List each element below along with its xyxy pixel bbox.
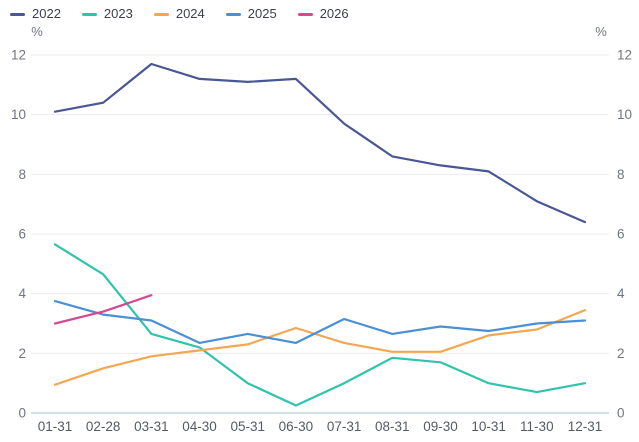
legend-item-2022[interactable]: 2022 — [10, 7, 61, 21]
legend-item-2025[interactable]: 2025 — [225, 6, 277, 21]
legend-label: 2023 — [103, 6, 133, 21]
x-tick-label: 06-30 — [279, 419, 314, 434]
y-tick-label-left: 0 — [18, 406, 26, 421]
x-tick-label: 01-31 — [38, 419, 73, 434]
series-line-2026[interactable] — [53, 294, 153, 325]
legend-swatch-2026-icon — [297, 12, 313, 16]
legend-label: 2024 — [175, 6, 205, 21]
y-tick-label-right: 2 — [617, 346, 625, 361]
y-tick-label-right: 10 — [617, 107, 632, 122]
y-tick-label-left: 10 — [11, 107, 26, 122]
y-axis-unit-left: % — [31, 24, 43, 39]
series-line-2022[interactable] — [53, 62, 587, 224]
x-tick-label: 09-30 — [423, 419, 458, 434]
legend-label: 2025 — [247, 6, 277, 21]
y-tick-label-left: 12 — [11, 48, 26, 63]
y-tick-label-left: 4 — [18, 286, 26, 301]
legend-swatch-2022-icon — [10, 12, 25, 16]
y-tick-label-right: 4 — [617, 286, 625, 301]
legend-swatch-2023-icon — [81, 12, 97, 16]
y-tick-label-left: 6 — [18, 227, 26, 242]
legend-swatch-2024-icon — [153, 12, 169, 16]
y-tick-label-right: 0 — [617, 406, 625, 421]
x-tick-label: 11-30 — [520, 419, 554, 434]
legend-label: 2022 — [32, 6, 61, 21]
legend-swatch-2025-icon — [225, 12, 241, 16]
y-tick-label-left: 8 — [18, 167, 26, 182]
chart-legend: 2022 2023 2024 2025 2026 — [10, 7, 349, 21]
x-tick-label: 03-31 — [134, 419, 169, 434]
x-tick-label: 12-31 — [568, 419, 603, 434]
series-line-2025[interactable] — [53, 300, 587, 344]
legend-label: 2026 — [319, 6, 349, 21]
series-line-2024[interactable] — [53, 309, 587, 386]
y-tick-label-right: 12 — [617, 48, 632, 63]
y-tick-label-left: 2 — [18, 346, 26, 361]
y-axis-unit-right: % — [595, 24, 607, 39]
x-tick-label: 10-31 — [471, 419, 506, 434]
x-tick-label: 07-31 — [327, 419, 362, 434]
y-tick-label-right: 8 — [617, 167, 625, 182]
x-tick-label: 05-31 — [230, 419, 265, 434]
series-line-2023[interactable] — [53, 243, 587, 407]
x-tick-label: 08-31 — [375, 419, 410, 434]
x-tick-label: 02-28 — [86, 419, 121, 434]
x-tick-label: 04-30 — [182, 419, 217, 434]
y-tick-label-right: 6 — [617, 227, 625, 242]
legend-item-2023[interactable]: 2023 — [81, 6, 133, 21]
legend-item-2024[interactable]: 2024 — [153, 6, 205, 21]
legend-item-2026[interactable]: 2026 — [297, 6, 349, 21]
